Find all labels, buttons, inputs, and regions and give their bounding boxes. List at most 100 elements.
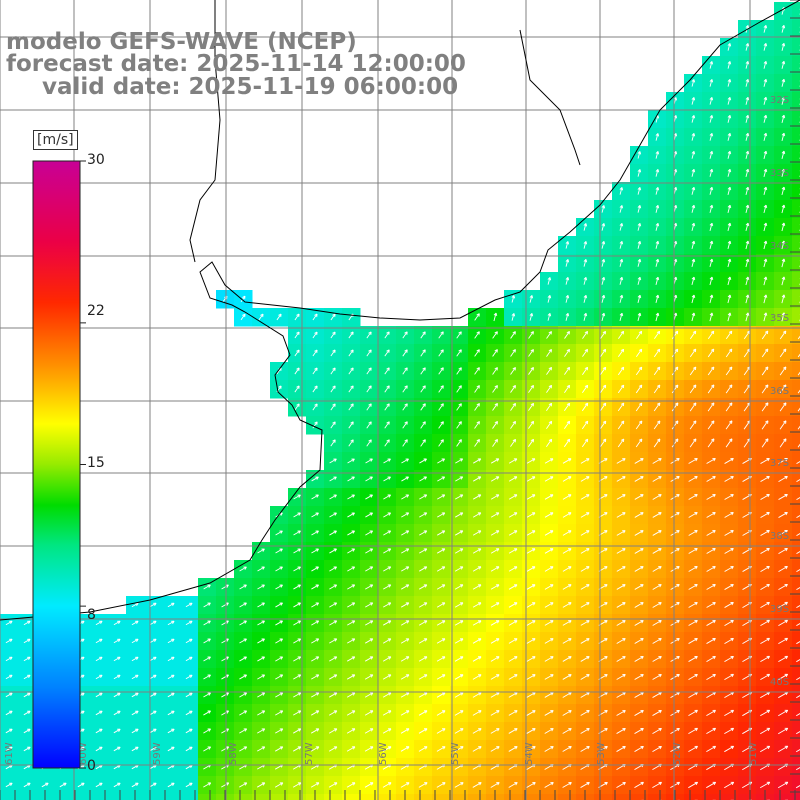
wind-arrow <box>617 420 625 430</box>
wind-arrow <box>529 295 534 303</box>
wind-arrow <box>510 349 516 357</box>
wind-arrow <box>655 222 660 231</box>
wind-arrow <box>474 349 480 357</box>
wind-arrow <box>546 384 553 393</box>
wind-arrow <box>366 331 372 339</box>
wind-arrow <box>547 313 552 321</box>
wind-arrow <box>508 458 518 464</box>
wind-cell <box>270 794 289 800</box>
lat-label: 37S <box>770 458 789 469</box>
wind-cell <box>612 794 631 800</box>
wind-arrow <box>781 276 786 286</box>
wind-arrow <box>618 330 625 339</box>
wind-arrow <box>420 439 426 447</box>
wind-arrow <box>601 312 606 321</box>
wind-arrow <box>709 294 714 304</box>
wind-cell <box>432 794 451 800</box>
wind-arrow <box>528 384 534 393</box>
wind-arrow <box>402 439 408 447</box>
wind-arrow <box>492 385 498 393</box>
colorbar-tick-8: 8 <box>87 607 96 623</box>
wind-arrow <box>653 402 661 412</box>
wind-arrow <box>691 312 696 322</box>
wind-arrow <box>544 458 554 464</box>
wind-arrow <box>348 421 354 429</box>
wind-arrow <box>330 439 336 447</box>
wind-arrow <box>384 349 390 357</box>
wind-arrow <box>366 367 372 375</box>
wind-cell <box>702 794 721 800</box>
wind-cell <box>792 2 800 21</box>
wind-arrow <box>329 458 337 464</box>
title-valid-date: valid date: 2025-11-19 06:00:00 <box>42 74 459 100</box>
wind-arrow <box>546 366 552 375</box>
wind-arrow <box>581 402 589 412</box>
wind-arrow <box>763 150 768 159</box>
wind-arrow <box>637 312 642 322</box>
wind-cell <box>792 416 800 435</box>
lat-label: 34S <box>770 241 789 252</box>
wind-arrow <box>456 385 462 393</box>
wind-arrow <box>727 168 732 177</box>
wind-cell <box>18 794 37 800</box>
wind-arrow <box>563 420 571 430</box>
wind-arrow <box>599 438 607 448</box>
wind-cell <box>792 236 800 255</box>
wind-cell <box>90 794 109 800</box>
wind-arrow <box>563 402 571 412</box>
wind-arrow <box>635 366 643 376</box>
wind-arrow <box>761 366 769 376</box>
wind-arrow <box>763 204 768 214</box>
wind-cell <box>684 794 703 800</box>
wind-arrow <box>797 353 800 358</box>
wind-arrow <box>582 366 589 375</box>
wind-cell <box>198 794 217 800</box>
wind-arrow <box>707 348 715 358</box>
wind-arrow <box>564 366 571 375</box>
wind-arrow <box>725 402 733 412</box>
wind-cell <box>792 92 800 111</box>
wind-arrow <box>691 204 696 213</box>
wind-cell <box>792 542 800 561</box>
wind-arrow <box>528 420 535 429</box>
wind-arrow <box>709 97 714 105</box>
wind-arrow <box>637 187 642 195</box>
wind-arrow <box>330 331 336 339</box>
wind-arrow <box>761 420 769 430</box>
wind-cell <box>792 740 800 759</box>
wind-arrow <box>779 384 787 394</box>
wind-cell <box>792 20 800 39</box>
wind-arrow <box>546 331 552 339</box>
wind-arrow <box>365 458 373 464</box>
wind-cell <box>414 794 433 800</box>
wind-cell <box>630 794 649 800</box>
wind-arrow <box>635 348 643 358</box>
wind-arrow <box>528 438 535 447</box>
wind-arrow <box>637 169 642 177</box>
wind-cell <box>792 110 800 129</box>
wind-arrow <box>709 115 714 123</box>
colorbar-tick-22: 22 <box>87 303 105 319</box>
wind-arrow <box>619 312 624 321</box>
wind-arrow <box>583 241 588 249</box>
wind-arrow <box>691 79 696 87</box>
wind-arrow <box>689 402 697 412</box>
wind-arrow <box>312 403 318 411</box>
wind-arrow <box>709 312 714 322</box>
wind-arrow <box>348 403 354 411</box>
wind-arrow <box>671 384 679 394</box>
wind-arrow <box>599 420 607 430</box>
wind-cell <box>324 794 343 800</box>
wind-arrow <box>583 259 588 267</box>
wind-arrow <box>366 385 372 393</box>
wind-arrow <box>582 330 588 339</box>
wind-arrow <box>348 331 354 339</box>
wind-arrow <box>727 294 732 304</box>
wind-cell <box>792 668 800 687</box>
wind-arrow <box>763 114 768 123</box>
wind-arrow <box>691 240 696 249</box>
wind-cell <box>792 380 800 399</box>
wind-arrow <box>401 458 409 464</box>
wind-arrow <box>671 438 679 448</box>
